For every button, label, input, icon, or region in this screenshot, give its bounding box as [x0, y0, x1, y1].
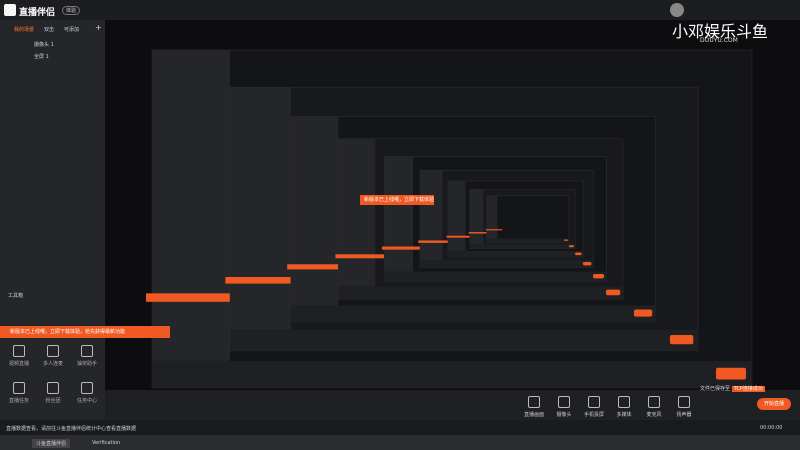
watermark: 小邓娱乐斗鱼 — [672, 22, 769, 41]
toolbar-label: 麦克风 — [646, 412, 662, 418]
tooltip-tag: TCP连接成功 — [731, 386, 765, 392]
tab[interactable]: 双击 — [44, 27, 55, 33]
nested-banner — [468, 232, 490, 234]
nested-start — [582, 261, 592, 266]
nested-start — [605, 289, 621, 296]
bottom-toolbar: 直播画面 摄像头 手机投屏 多媒体 麦克风 扬声器 文件已保存至 TCP连接成功… — [105, 386, 800, 420]
tool[interactable]: 直播任务 — [4, 382, 34, 404]
toolbar-item[interactable]: 手机投屏 — [580, 396, 608, 418]
nested-left-panel — [486, 195, 498, 239]
taskbar-app[interactable]: Verification — [92, 440, 121, 446]
avatar[interactable] — [670, 3, 684, 17]
inner-notice: 新版本已上线哦，立即下载体验 — [360, 195, 434, 205]
nested-banner — [418, 240, 453, 243]
nested-banner — [225, 277, 319, 284]
toolbox-title: 工具箱 — [8, 293, 24, 299]
tab[interactable]: 我的场景 — [14, 27, 35, 33]
toolbar-item[interactable]: 麦克风 — [640, 396, 668, 418]
tool[interactable]: 任务中心 — [72, 382, 102, 404]
add-button[interactable]: + — [95, 23, 102, 32]
nested-left-panel — [230, 87, 291, 330]
nested-banner — [381, 246, 427, 250]
nested-toolbar — [230, 329, 698, 351]
logo-text: 直播伴侣 — [19, 8, 56, 18]
tool[interactable]: 多人连麦 — [38, 345, 68, 367]
nested-start — [716, 367, 746, 380]
toolbar-label: 手机投屏 — [583, 412, 604, 418]
nested-left-panel — [152, 50, 230, 361]
source-item[interactable]: 摄像头 1 — [34, 42, 54, 48]
tooltip: 文件已保存至 TCP连接成功 — [700, 385, 765, 392]
nested-toolbar — [152, 360, 752, 388]
toolbar-item[interactable]: 扬声器 — [670, 396, 698, 418]
nested-start — [568, 245, 575, 248]
nested-frame — [486, 195, 570, 243]
toolbar-label: 直播画面 — [523, 412, 544, 418]
left-panel: 我的场景 双击 可添加 + 摄像头 1 全屏 1 工具箱 新版本已上线哦，立即下… — [0, 20, 170, 420]
tool-label: 粉丝团 — [45, 398, 61, 404]
nested-left-panel — [338, 138, 376, 287]
nested-start — [669, 335, 694, 345]
tool[interactable]: 视频直播 — [4, 345, 34, 367]
tool[interactable]: 抽奖助手 — [72, 345, 102, 367]
nested-left-panel — [384, 156, 414, 272]
nested-toolbar — [486, 238, 569, 243]
nested-toolbar — [338, 286, 624, 300]
toolbar-label: 摄像头 — [556, 412, 572, 418]
tool-label: 直播任务 — [8, 398, 29, 404]
watermark-sub: DOUYU.COM — [700, 37, 738, 44]
toolbar-label: 扬声器 — [676, 412, 692, 418]
start-button[interactable]: 开始直播 — [757, 398, 791, 410]
nested-banner — [287, 264, 361, 270]
tab[interactable]: 可添加 — [64, 27, 80, 33]
toolbar-label: 多媒体 — [616, 412, 632, 418]
nested-left-panel — [447, 180, 466, 251]
nested-toolbar — [384, 271, 607, 282]
version-badge[interactable]: 体验 — [62, 6, 81, 15]
nested-left-panel — [419, 170, 443, 260]
title-bar: 直播伴侣 体验 — [0, 0, 800, 20]
nested-left-panel — [290, 116, 339, 306]
toolbar-item[interactable]: 摄像头 — [550, 396, 578, 418]
logo-icon — [4, 4, 16, 16]
nested-banner — [335, 254, 393, 259]
preview — [105, 20, 800, 390]
nested-toolbar — [419, 259, 594, 268]
nested-toolbar — [290, 305, 656, 322]
tooltip-text: 文件已保存至 — [700, 386, 731, 392]
notice-banner[interactable]: 新版本已上线哦，立即下载体验，抢先获得最新功能 — [0, 326, 170, 338]
nested-toolbar — [447, 250, 584, 258]
status-notice: 直播数据查看，请前往斗鱼直播伴侣统计中心查看直播数据 — [6, 426, 137, 432]
nested-banner — [146, 293, 266, 302]
toolbar-item[interactable]: 直播画面 — [520, 396, 548, 418]
nested-banner — [446, 235, 474, 238]
tool-label: 任务中心 — [76, 398, 97, 404]
status-time: 00:00:00 — [760, 425, 783, 431]
tool-label: 抽奖助手 — [76, 361, 97, 367]
taskbar-app[interactable]: 斗鱼直播伴侣 — [32, 439, 71, 448]
toolbar-item[interactable]: 多媒体 — [610, 396, 638, 418]
nested-left-panel — [469, 189, 484, 244]
nested-banner — [485, 229, 503, 231]
nested-start — [592, 274, 605, 279]
taskbar: 斗鱼直播伴侣 Verification — [0, 435, 800, 450]
status-bar: 直播数据查看，请前往斗鱼直播伴侣统计中心查看直播数据 00:00:00 — [0, 420, 800, 435]
tool-label: 多人连麦 — [42, 361, 63, 367]
nested-start — [563, 239, 569, 241]
tool[interactable]: 粉丝团 — [38, 382, 68, 404]
tool-label: 视频直播 — [8, 361, 29, 367]
nested-toolbar — [469, 243, 576, 249]
source-item[interactable]: 全屏 1 — [34, 54, 49, 60]
nested-start — [633, 309, 653, 317]
nested-start — [574, 252, 582, 256]
